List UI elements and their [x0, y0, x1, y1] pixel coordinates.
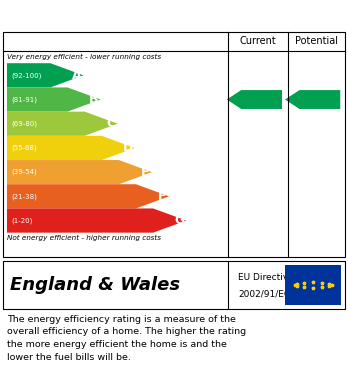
Text: A: A	[72, 69, 82, 82]
Text: D: D	[123, 142, 133, 154]
Text: EU Directive: EU Directive	[238, 273, 294, 282]
Text: (81-91): (81-91)	[11, 96, 37, 103]
Text: The energy efficiency rating is a measure of the
overall efficiency of a home. T: The energy efficiency rating is a measur…	[7, 315, 246, 362]
Polygon shape	[7, 208, 186, 233]
Text: (21-38): (21-38)	[11, 193, 37, 199]
Text: (39-54): (39-54)	[11, 169, 37, 176]
Text: 2002/91/EC: 2002/91/EC	[238, 290, 291, 299]
Text: 82: 82	[309, 93, 329, 106]
Text: (69-80): (69-80)	[11, 120, 37, 127]
Text: England & Wales: England & Wales	[10, 276, 181, 294]
Text: F: F	[158, 190, 167, 203]
Text: Not energy efficient - higher running costs: Not energy efficient - higher running co…	[7, 235, 161, 240]
Text: E: E	[141, 166, 150, 179]
Polygon shape	[7, 184, 169, 208]
Polygon shape	[7, 136, 135, 160]
Text: (55-68): (55-68)	[11, 145, 37, 151]
Text: (1-20): (1-20)	[11, 217, 32, 224]
Text: Current: Current	[240, 36, 276, 47]
Text: C: C	[106, 117, 116, 130]
Text: (92-100): (92-100)	[11, 72, 41, 79]
Text: 82: 82	[251, 93, 270, 106]
Text: Potential: Potential	[295, 36, 338, 47]
Polygon shape	[7, 160, 152, 184]
Text: G: G	[174, 214, 185, 227]
Polygon shape	[7, 88, 101, 111]
Text: Energy Efficiency Rating: Energy Efficiency Rating	[69, 7, 279, 23]
Text: B: B	[89, 93, 99, 106]
Polygon shape	[285, 90, 340, 109]
Text: Very energy efficient - lower running costs: Very energy efficient - lower running co…	[7, 54, 161, 60]
Bar	[285, 265, 341, 305]
Polygon shape	[7, 63, 84, 88]
Polygon shape	[227, 90, 282, 109]
Polygon shape	[7, 111, 118, 136]
